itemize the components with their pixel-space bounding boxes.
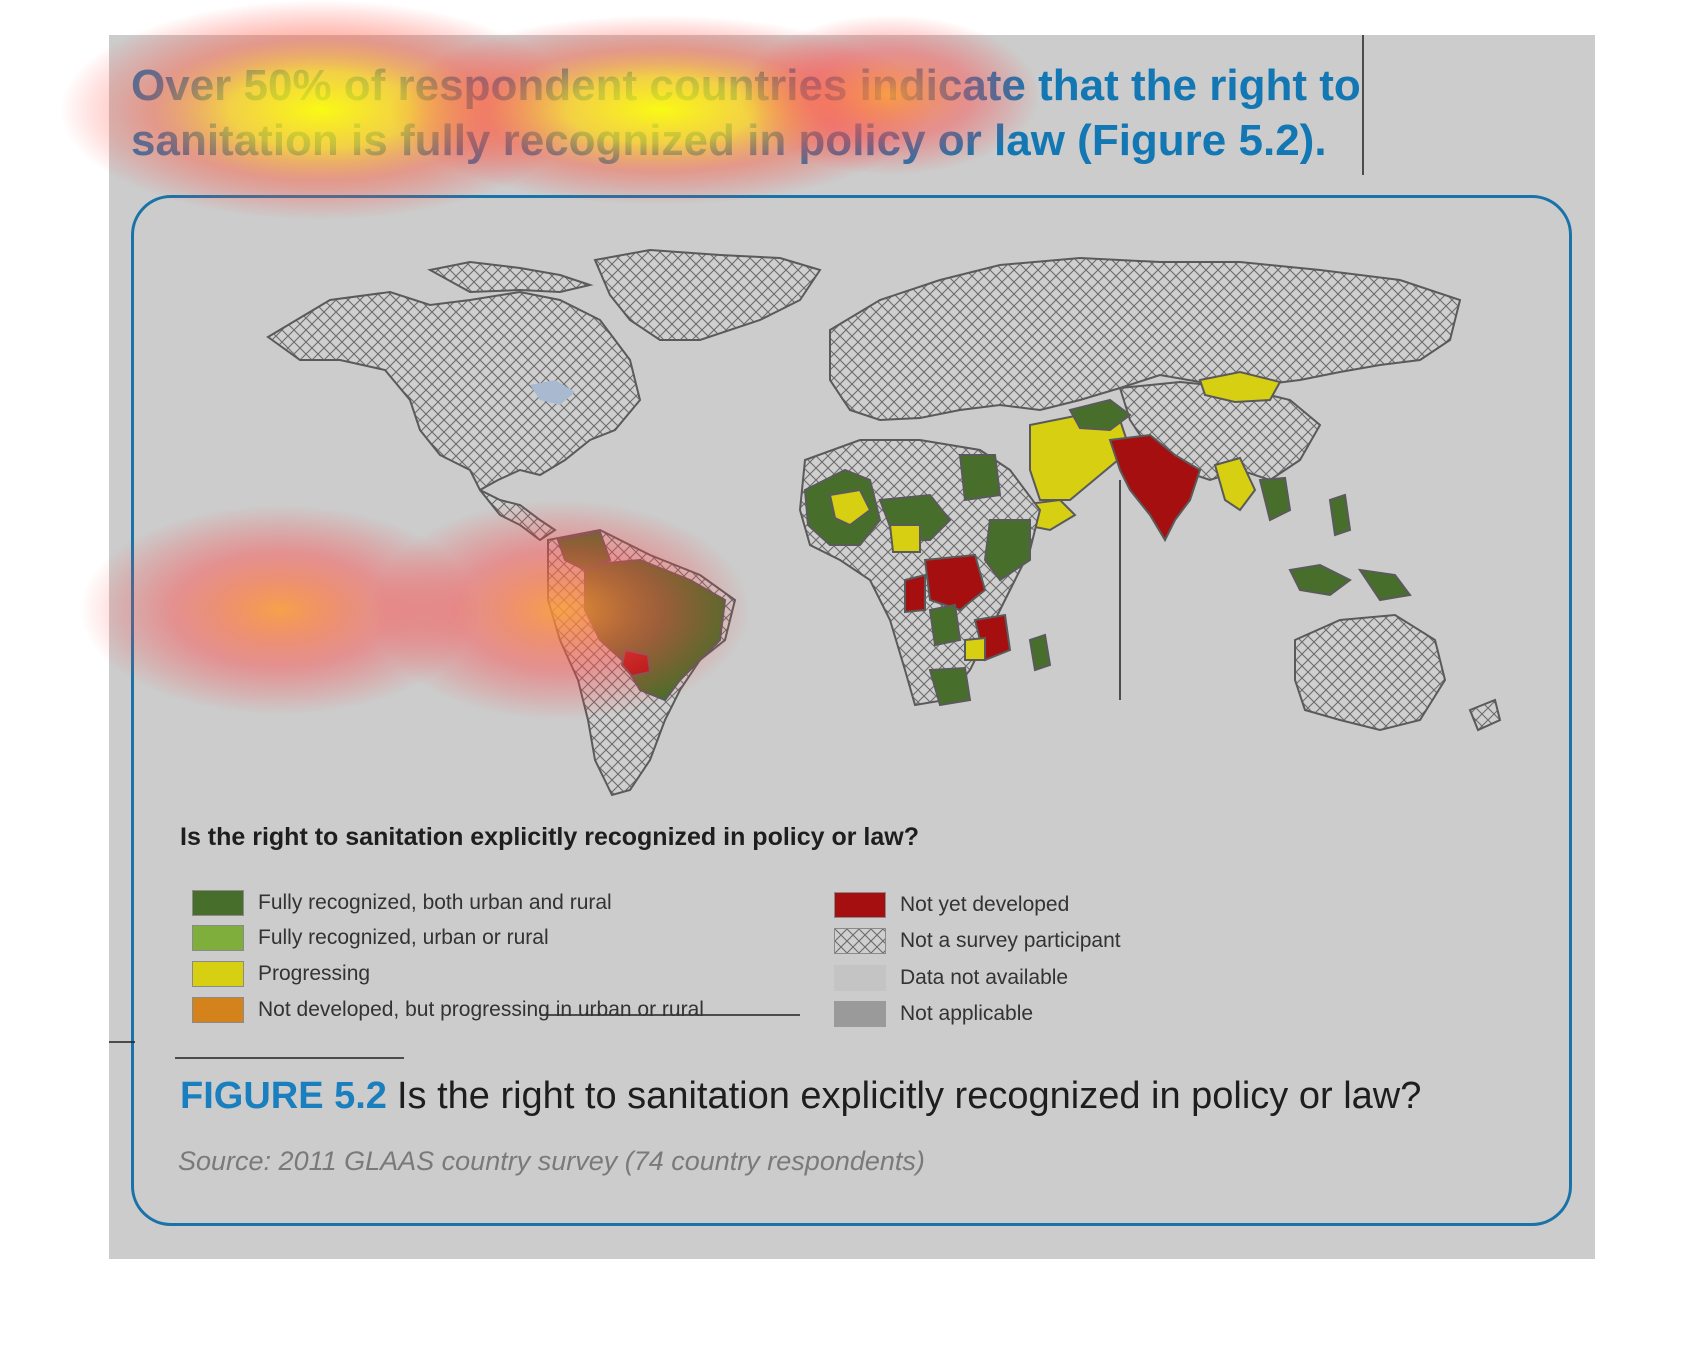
legend-item: Not a survey participant — [834, 925, 1121, 957]
legend-swatch-not-developed-progressing — [192, 997, 244, 1023]
legend-item: Not applicable — [834, 998, 1033, 1030]
region-africa — [798, 439, 1052, 707]
figure-source: Source: 2011 GLAAS country survey (74 co… — [178, 1146, 925, 1176]
legend-label: Fully recognized, both urban and rural — [258, 891, 612, 914]
legend-label: Data not available — [900, 966, 1069, 989]
legend-swatch-progressing — [192, 961, 244, 987]
figure-caption: FIGURE 5.2 Is the right to sanitation exp… — [180, 1075, 1421, 1118]
legend-swatch-data-not-available — [834, 965, 886, 991]
legend-label: Not developed, but progressing in urban … — [258, 998, 704, 1021]
region-south-asia — [1018, 398, 1292, 543]
legend-swatch-fully-both — [192, 890, 244, 916]
legend-item: Not yet developed — [834, 889, 1069, 921]
great-lakes — [530, 380, 575, 405]
legend-label: Not applicable — [900, 1002, 1034, 1025]
mongolia — [1198, 370, 1282, 404]
region-south-america — [547, 528, 737, 797]
figure-caption-text: Is the right to sanitation explicitly re… — [396, 1075, 1422, 1117]
region-north-america — [266, 248, 822, 542]
legend-item: Not developed, but progressing in urban … — [192, 994, 704, 1026]
legend-title: Is the right to sanitation explicitly re… — [180, 823, 920, 851]
legend-swatch-fully-one — [192, 925, 244, 951]
legend-label: Fully recognized, urban or rural — [258, 926, 549, 949]
figure-number: FIGURE 5.2 — [180, 1075, 387, 1117]
legend-item: Data not available — [834, 962, 1068, 994]
legend-swatch-not-applicable — [834, 1001, 886, 1027]
legend-item: Fully recognized, both urban and rural — [192, 887, 612, 919]
legend-label: Not yet developed — [900, 893, 1070, 916]
legend-label: Not a survey participant — [900, 929, 1121, 952]
legend-swatch-not-participant — [834, 928, 886, 954]
legend-label: Progressing — [258, 962, 371, 985]
legend-item: Fully recognized, urban or rural — [192, 922, 549, 954]
legend-swatch-not-yet-developed — [834, 892, 886, 918]
region-oceania — [1288, 493, 1502, 732]
legend-item: Progressing — [192, 958, 370, 990]
